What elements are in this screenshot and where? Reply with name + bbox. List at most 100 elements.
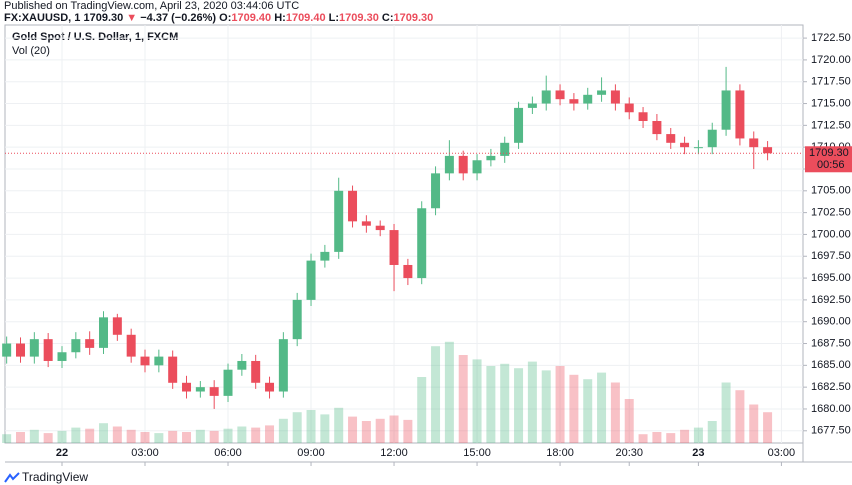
y-tick-label: 1677.50 xyxy=(811,425,851,437)
candle-body xyxy=(195,387,205,392)
y-tick-label: 1695.00 xyxy=(811,272,851,284)
volume-bar xyxy=(57,430,67,443)
candle-body xyxy=(15,343,25,357)
candle-body xyxy=(514,107,524,143)
volume-bar xyxy=(168,430,178,443)
candle-body xyxy=(43,339,53,361)
candle-body xyxy=(458,155,468,174)
arrow: ▼ xyxy=(126,12,138,24)
volume-bar xyxy=(348,416,358,443)
x-tick-label: 09:00 xyxy=(297,447,325,459)
volume-bar xyxy=(320,414,330,443)
candle-body xyxy=(182,382,192,392)
candle-body xyxy=(265,382,275,392)
candle-body xyxy=(361,221,371,226)
volume-bar xyxy=(389,415,399,443)
candle-body xyxy=(112,317,122,335)
open: 1709.40 xyxy=(231,12,272,24)
low: 1709.30 xyxy=(339,12,379,24)
volume-bar xyxy=(569,374,579,443)
x-tick-label: 18:00 xyxy=(546,447,574,459)
volume-bar xyxy=(85,428,95,443)
volume-bar xyxy=(680,429,690,443)
volume-bar xyxy=(306,410,316,443)
y-tick-label: 1717.50 xyxy=(811,76,851,88)
volume-bar xyxy=(458,355,468,443)
y-tick-label: 1712.50 xyxy=(811,119,851,131)
volume-bar xyxy=(514,368,524,443)
volume-bar xyxy=(71,427,81,443)
published: Published on TradingView.com, April 23, … xyxy=(4,0,300,12)
volume-bar xyxy=(375,418,385,443)
volume-bar xyxy=(638,434,648,443)
candle-body xyxy=(306,260,316,300)
volume-bar xyxy=(666,433,676,443)
candle-body xyxy=(2,343,12,357)
volume-bar xyxy=(597,372,607,443)
volume-bar xyxy=(182,432,192,443)
volume-bar xyxy=(112,426,122,443)
volume-bar xyxy=(209,430,219,443)
countdown: 00:56 xyxy=(817,159,845,171)
volume-bar xyxy=(735,390,745,443)
last-price-label: 1709.30 xyxy=(809,147,849,159)
close: 1709.30 xyxy=(393,12,434,24)
quote-line: FX:XAUUSD, 1 1709.30 ▼ −4.37 (−0.26%) O:… xyxy=(4,12,433,24)
x-tick-label: 06:00 xyxy=(214,447,242,459)
y-tick-label: 1685.00 xyxy=(811,359,851,371)
volume-bar xyxy=(486,366,496,443)
y-tick-label: 1720.00 xyxy=(811,54,851,66)
chart-title: Gold Spot / U.S. Dollar, 1, FXCM xyxy=(12,31,178,43)
candle-body xyxy=(292,299,302,340)
y-tick-label: 1715.00 xyxy=(811,97,851,109)
candle-body xyxy=(29,339,39,357)
volume-bar xyxy=(749,404,759,443)
y-tick-label: 1697.50 xyxy=(811,250,851,262)
y-tick-label: 1680.00 xyxy=(811,403,851,415)
volume-bar xyxy=(2,434,12,443)
candle-body xyxy=(693,147,703,149)
candle-body xyxy=(569,99,579,104)
candle-body xyxy=(486,155,496,161)
volume-bar xyxy=(693,427,703,443)
volume-bar xyxy=(99,423,109,443)
volume-bar xyxy=(251,427,261,443)
c-label: C: xyxy=(381,12,394,24)
candle-body xyxy=(71,339,81,353)
volume-bar xyxy=(223,428,233,443)
candle-body xyxy=(624,103,634,113)
candle-body xyxy=(140,356,150,366)
volume-bar xyxy=(140,432,150,443)
volume-bar xyxy=(195,429,205,443)
volume-bar xyxy=(763,412,773,443)
candle-body xyxy=(375,225,385,231)
candle-body xyxy=(638,112,648,121)
volume-bar xyxy=(624,399,634,443)
volume-bar xyxy=(154,433,164,443)
volume-bar xyxy=(610,382,620,443)
candle-body xyxy=(583,94,593,104)
candle-body xyxy=(99,317,109,348)
candle-body xyxy=(57,352,67,361)
candle-body xyxy=(237,360,247,370)
last-price-box xyxy=(805,146,852,173)
symbol: FX:XAUUSD, 1 xyxy=(4,12,81,24)
y-tick-label: 1692.50 xyxy=(811,294,851,306)
volume-bar xyxy=(583,379,593,443)
high: 1709.40 xyxy=(285,12,326,24)
last: 1709.30 xyxy=(83,12,124,24)
x-tick-label: 23 xyxy=(692,447,704,459)
candle-body xyxy=(417,208,427,279)
logo xyxy=(4,472,20,483)
volume-bar xyxy=(541,370,551,443)
candle-body xyxy=(749,138,759,148)
candle-body xyxy=(610,90,620,104)
volume-bar xyxy=(527,361,537,443)
volume-bar xyxy=(721,382,731,443)
candle-body xyxy=(251,360,261,383)
x-tick-label: 12:00 xyxy=(380,447,408,459)
candle-body xyxy=(721,90,731,130)
candle-body xyxy=(209,387,219,396)
